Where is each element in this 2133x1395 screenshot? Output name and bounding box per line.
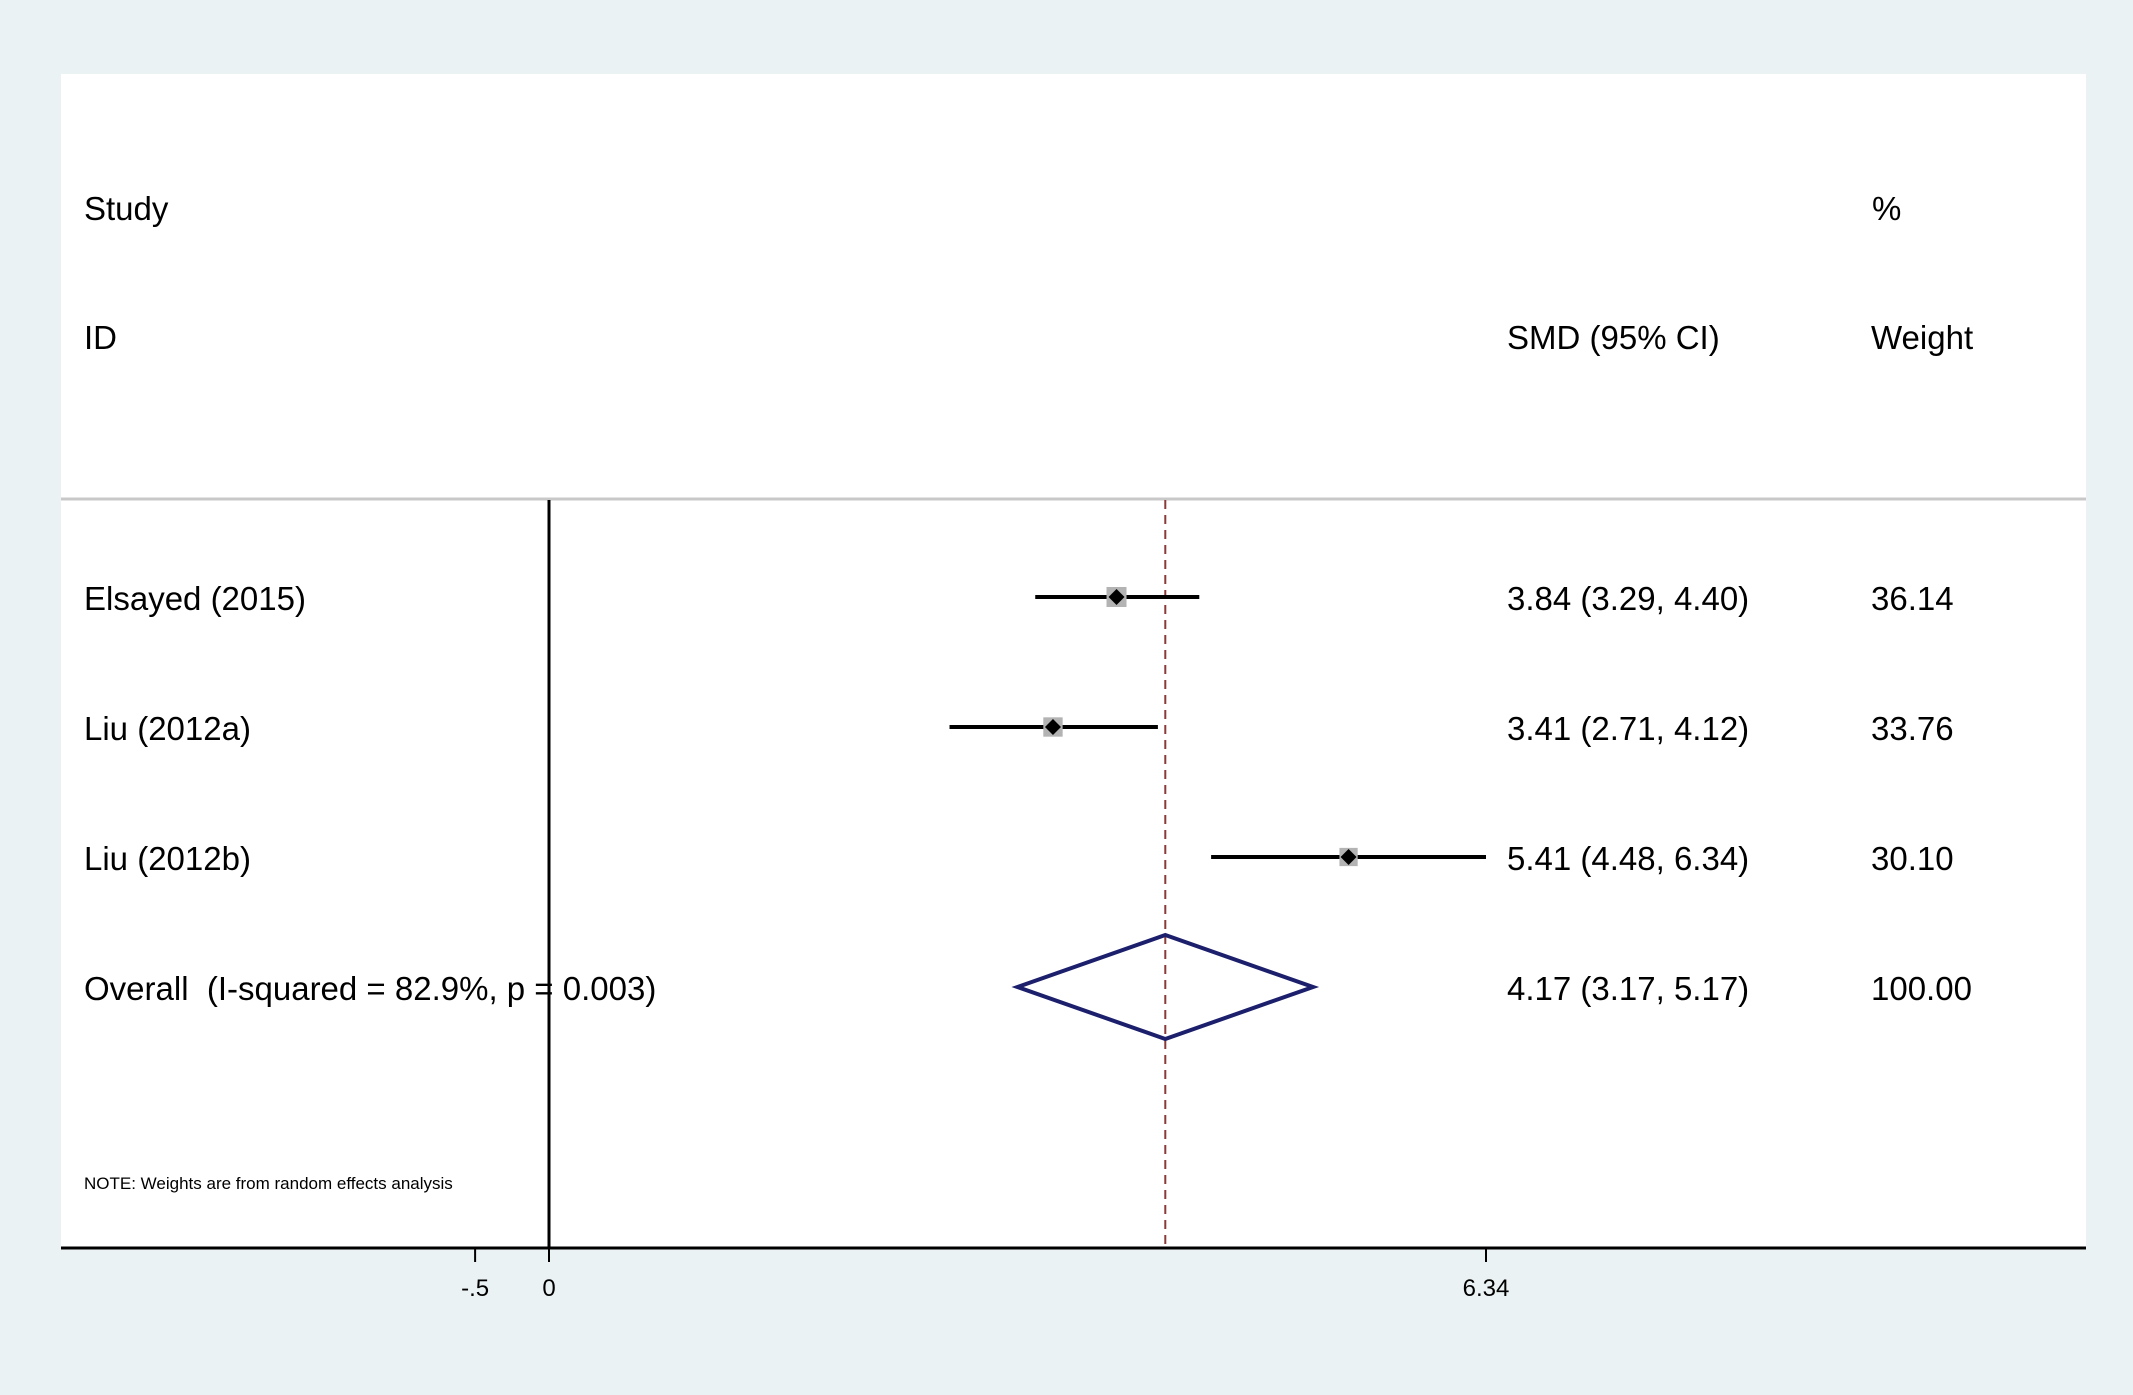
overall-weight: 100.00: [1871, 970, 1972, 1007]
study-ci: 5.41 (4.48, 6.34): [1507, 840, 1750, 877]
point-estimate: [1340, 849, 1357, 865]
header-study: Study: [84, 190, 169, 227]
overall-diamond: [1011, 932, 1320, 1042]
header-id: ID: [84, 319, 117, 356]
study-weight: 33.76: [1871, 710, 1954, 747]
header-effect: SMD (95% CI): [1507, 319, 1720, 356]
study-label: Liu (2012a): [84, 710, 251, 747]
weights-note: NOTE: Weights are from random effects an…: [84, 1174, 453, 1193]
header-percent: %: [1872, 190, 1902, 227]
x-tick-label: -.5: [461, 1275, 490, 1302]
study-ci: 3.84 (3.29, 4.40): [1507, 580, 1750, 617]
overall-label: Overall (I-squared = 82.9%, p = 0.003): [84, 970, 657, 1007]
header-weight: Weight: [1871, 319, 1974, 356]
plot-panel: [61, 74, 2086, 1249]
point-estimate: [1108, 589, 1125, 605]
study-label: Elsayed (2015): [84, 580, 306, 617]
overall-ci: 4.17 (3.17, 5.17): [1507, 970, 1750, 1007]
study-ci: 3.41 (2.71, 4.12): [1507, 710, 1750, 747]
study-weight: 30.10: [1871, 840, 1954, 877]
x-tick-label: 6.34: [1462, 1275, 1510, 1302]
study-label: Liu (2012b): [84, 840, 251, 877]
point-estimate: [1044, 719, 1061, 735]
study-weight: 36.14: [1871, 580, 1954, 617]
x-tick-label: 0: [542, 1275, 556, 1302]
